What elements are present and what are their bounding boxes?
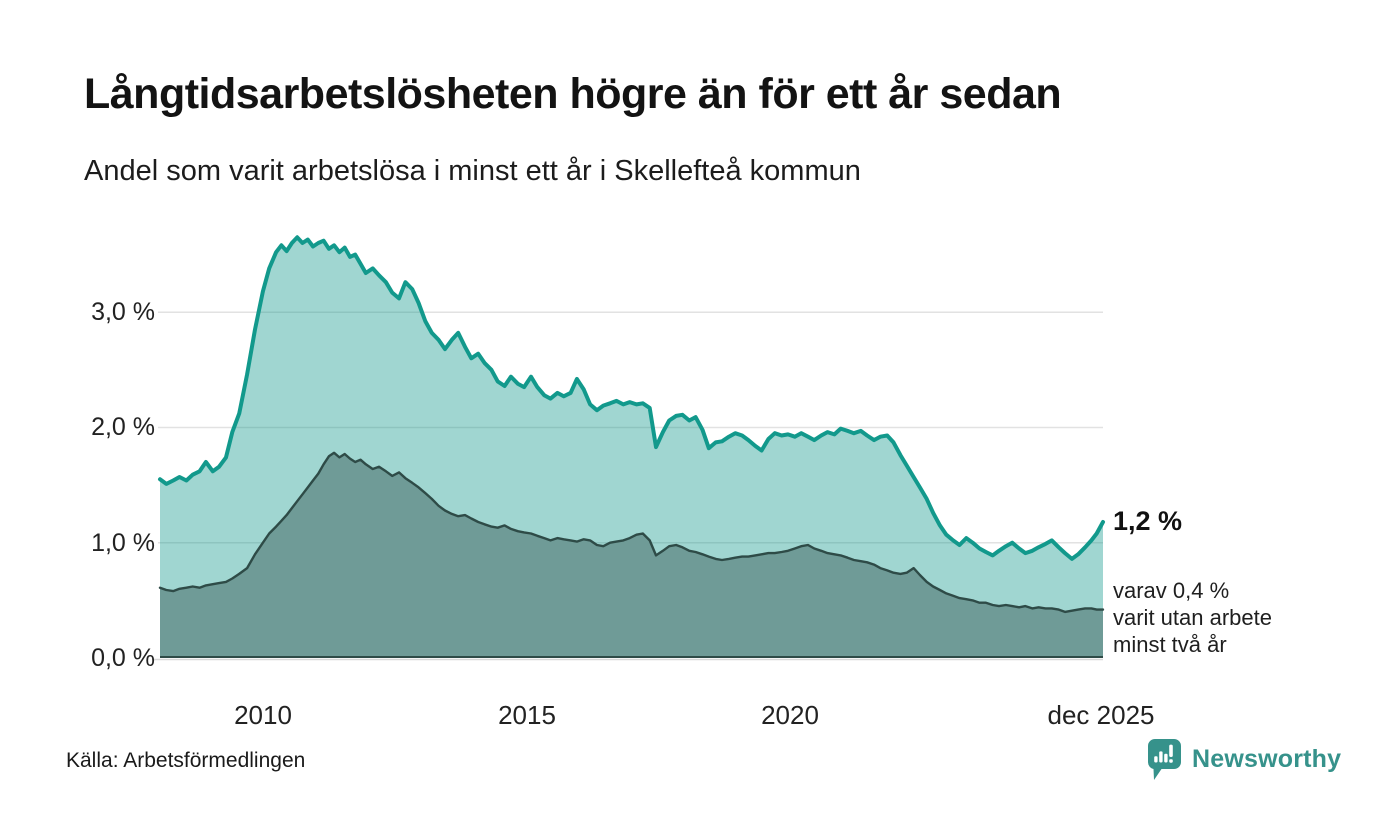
total-line <box>158 235 1105 561</box>
page-subtitle: Andel som varit arbetslösa i minst ett å… <box>84 155 861 187</box>
page-title: Långtidsarbetslösheten högre än för ett … <box>84 70 1062 118</box>
x-axis-tick-2015: 2015 <box>498 700 556 730</box>
note-line-1: varav 0,4 % <box>1113 578 1230 603</box>
y-axis-tick-2: 2,0 % <box>91 413 155 441</box>
two-year-line <box>158 451 1105 614</box>
two-year-area <box>160 452 1103 658</box>
source-credit: Källa: Arbetsförmedlingen <box>66 749 306 772</box>
x-axis-tick-2020: 2020 <box>761 700 819 730</box>
latest-value-label: 1,2 % <box>1113 506 1183 536</box>
secondary-series-note: varav 0,4 % varit utan arbete minst två … <box>1113 577 1272 658</box>
newsworthy-brand: Newsworthy <box>1146 738 1341 784</box>
y-axis-tick-3: 3,0 % <box>91 298 155 326</box>
note-line-3: minst två år <box>1113 632 1227 657</box>
y-axis-tick-0: 0,0 % <box>91 644 155 672</box>
x-axis-tick-dec-2025: dec 2025 <box>1047 700 1155 730</box>
y-axis-tick-1: 1,0 % <box>91 529 155 557</box>
brand-wordmark: Newsworthy <box>1192 745 1342 773</box>
bar-chart-speech-bubble-icon <box>1147 739 1181 780</box>
x-axis-tick-2010: 2010 <box>234 700 292 730</box>
note-line-2: varit utan arbete <box>1113 605 1272 630</box>
